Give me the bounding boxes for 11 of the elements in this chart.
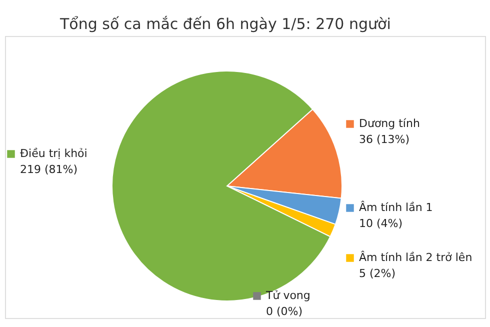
- chart-title: Tổng số ca mắc đến 6h ngày 1/5: 270 người: [59, 15, 391, 33]
- legend-label: Dương tính: [359, 117, 420, 130]
- data-label: 219 (81%): [20, 163, 78, 176]
- legend-label: Tử vong: [265, 289, 310, 302]
- text: 0 (0%): [266, 305, 303, 318]
- data-label: 10 (4%): [359, 217, 403, 230]
- legend-label: Điều trị khỏi: [20, 147, 88, 160]
- data-label: 5 (2%): [359, 267, 396, 280]
- data-label: 36 (13%): [359, 133, 410, 146]
- legend-label: Âm tính lần 2 trở lên: [359, 250, 472, 264]
- legend-label: Âm tính lần 1: [359, 200, 433, 214]
